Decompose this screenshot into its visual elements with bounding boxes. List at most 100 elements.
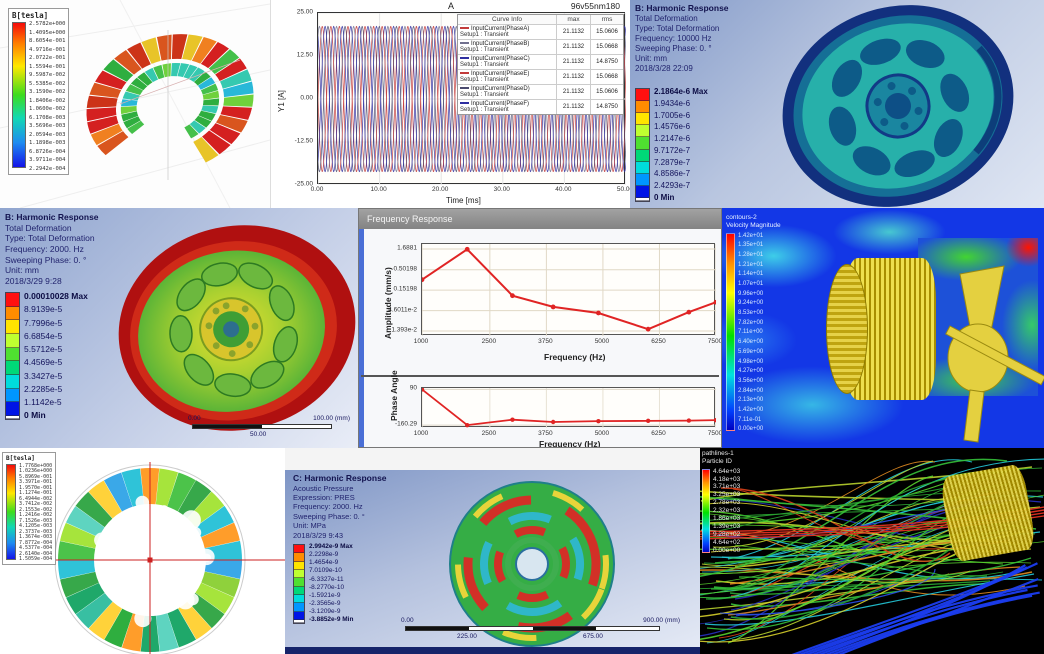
list-item: 7.11e+00 bbox=[738, 329, 763, 336]
list-item: 4.9716e-001 bbox=[29, 46, 66, 53]
list-item: 7.82e+00 bbox=[738, 319, 764, 326]
list-item: 0.00010028 Max bbox=[24, 291, 88, 301]
tick-label: 2500 bbox=[481, 338, 497, 345]
list-item: 3.7412e-002 bbox=[19, 501, 53, 508]
list-item: 1.4654e-9 bbox=[309, 559, 339, 567]
list-item: 6.1708e-003 bbox=[29, 114, 66, 121]
list-item: Unit: mm bbox=[635, 53, 667, 63]
list-item: 2.1864e-6 Max bbox=[654, 87, 708, 96]
result-annotation: C: Harmonic Response Acoustic Pressure Exp… bbox=[293, 473, 387, 540]
list-item: 3.71e+03 bbox=[713, 483, 741, 491]
tick-label: -25.00 bbox=[294, 180, 313, 188]
list-item: 1.2416e-002 bbox=[19, 512, 53, 519]
list-item: 1.2147e-6 bbox=[654, 134, 691, 144]
list-item: Unit: mm bbox=[5, 265, 39, 276]
list-item: 1.0600e-002 bbox=[29, 106, 66, 112]
tick-label: 0.00 bbox=[310, 186, 324, 193]
colorbar-values: 2.5782e+000 1.4095e+000 8.6054e-001 4.9716e… bbox=[29, 21, 66, 172]
list-item: 2.13e+00 bbox=[738, 397, 764, 404]
list-item: 7.8772e-004 bbox=[19, 539, 53, 546]
plot-annotation: 96v55nm180 bbox=[570, 1, 620, 11]
tick-label: -160.29 bbox=[394, 420, 417, 428]
list-item: -8.2770e-10 bbox=[309, 583, 345, 591]
colorbar-title: B[tesla] bbox=[12, 11, 49, 20]
tick-label: 1.6881 bbox=[397, 244, 417, 252]
ruler-end: 900.00 (mm) bbox=[643, 617, 680, 624]
list-item: 2.2285e-5 bbox=[24, 383, 63, 394]
list-item: 5.69e+00 bbox=[738, 348, 764, 355]
list-item: 0 Min bbox=[24, 410, 46, 421]
panel-harmonic-acoustic: C: Harmonic Response Acoustic Pressure Exp… bbox=[285, 448, 700, 654]
colorbar-bands bbox=[635, 88, 650, 202]
list-item: 2.3737e-003 bbox=[19, 528, 53, 535]
list-item: 0 Min bbox=[654, 192, 675, 202]
tick-label: 50.00 bbox=[616, 186, 630, 193]
panel-maxwell-ring: B[tesla] 1.7768e+000 1.0236e+000 5.8969e-0… bbox=[0, 448, 285, 654]
list-item: 2018/3/29 9:43 bbox=[293, 530, 344, 540]
list-item: 3.3971e-001 bbox=[19, 479, 53, 486]
scale-ruler: 0.00 900.00 (mm) 225.00 675.00 bbox=[401, 617, 680, 640]
list-item: C: Harmonic Response bbox=[293, 473, 387, 483]
list-item: Expression: PRES bbox=[293, 493, 355, 502]
tick-label: 2500 bbox=[481, 430, 497, 437]
tick-label: 40.00 bbox=[555, 186, 572, 193]
list-item: 0.00e+00 bbox=[738, 426, 764, 433]
tick-label: 3750 bbox=[538, 338, 553, 345]
list-item: 4.4569e-5 bbox=[24, 357, 63, 368]
list-item: 6.6854e-5 bbox=[24, 330, 63, 341]
list-item: 3.56e+00 bbox=[738, 377, 764, 384]
colorbar-gradient bbox=[726, 232, 735, 431]
legend-row: InputCurrent(PhaseA) Setup1 : Transient 21… bbox=[458, 25, 623, 40]
list-item: 6.40e+00 bbox=[738, 339, 764, 346]
list-item: 4.18e+03 bbox=[713, 475, 741, 483]
list-item: 2018/3/29 9:28 bbox=[5, 275, 62, 286]
list-item: 0.00e+00 bbox=[713, 546, 741, 554]
colorbar-values: 2.9942e-9 Max 2.2298e-9 1.4654e-9 7.0109e-1… bbox=[309, 543, 353, 624]
list-item: 7.0109e-10 bbox=[309, 567, 342, 575]
list-item: 1.7768e+000 bbox=[19, 463, 53, 469]
colorbar-title-line1: pathlines-1 bbox=[702, 450, 734, 457]
colorbar-title-line2: Particle ID bbox=[702, 457, 732, 465]
colorbar-bands bbox=[5, 292, 20, 420]
tick-label: 4.6011e-2 bbox=[388, 306, 417, 314]
amplitude-x-axis-label: Frequency (Hz) bbox=[544, 352, 606, 362]
tick-label: 1.393e-2 bbox=[391, 326, 417, 334]
list-item: 1.7005e-6 bbox=[654, 110, 691, 120]
list-item: 1.9434e-6 bbox=[654, 98, 691, 108]
list-item: 4.98e+00 bbox=[738, 358, 764, 365]
colorbar-title-line1: contours-2 bbox=[726, 214, 757, 221]
list-item: 4.64e+03 bbox=[713, 467, 741, 475]
list-item: 8.53e+00 bbox=[738, 310, 764, 317]
list-item: 1.0236e+000 bbox=[19, 468, 53, 475]
list-item: 5.5385e-002 bbox=[29, 80, 66, 87]
list-item: 3.9711e-004 bbox=[29, 157, 66, 163]
phase-y-ticks: 90 -160.29 bbox=[379, 384, 419, 428]
list-item: 2.2298e-9 bbox=[309, 551, 339, 559]
panel-maxwell-torus: B[tesla] 2.5782e+000 1.4095e+000 8.6054e-0… bbox=[0, 0, 270, 208]
list-item: 1.28e+01 bbox=[738, 251, 764, 258]
list-item: 1.42e+00 bbox=[738, 406, 764, 413]
gear-front-face bbox=[826, 264, 868, 394]
acoustic-disc-model bbox=[449, 481, 615, 647]
ruler-q1: 225.00 bbox=[457, 633, 477, 640]
list-item: 2.32e+03 bbox=[713, 507, 741, 515]
amplitude-y-ticks: 1.6881 0.50198 0.15198 4.6011e-2 1.393e-2 bbox=[379, 243, 419, 335]
list-item: 4.64e+02 bbox=[713, 539, 741, 547]
list-item: 1.1898e-003 bbox=[29, 140, 66, 146]
gear-model bbox=[939, 463, 1037, 563]
legend-row: InputCurrent(PhaseB) Setup1 : Transient 21… bbox=[458, 40, 623, 55]
tick-label: 90 bbox=[409, 384, 417, 392]
colorbar-title: B[tesla] bbox=[6, 455, 35, 462]
tick-label: 7500 bbox=[707, 430, 722, 437]
list-item: 2.9942e-9 Max bbox=[309, 543, 353, 550]
list-item: 4.5377e-004 bbox=[19, 545, 53, 552]
list-item: 9.24e+00 bbox=[738, 300, 764, 307]
list-item: Sweeping Phase: 0. ° bbox=[635, 43, 712, 53]
list-item: 1.21e+01 bbox=[738, 261, 764, 268]
particle-colorbar: pathlines-1 Particle ID 4.64e+03 4.18e+03… bbox=[702, 450, 740, 555]
tick-label: 0.50198 bbox=[393, 265, 418, 273]
list-item: 8.9139e-5 bbox=[24, 304, 63, 315]
legend-row: InputCurrent(PhaseC) Setup1 : Transient 21… bbox=[458, 55, 623, 70]
window-title-bar[interactable]: Frequency Response bbox=[359, 209, 721, 229]
tick-label: 25.00 bbox=[296, 8, 313, 16]
